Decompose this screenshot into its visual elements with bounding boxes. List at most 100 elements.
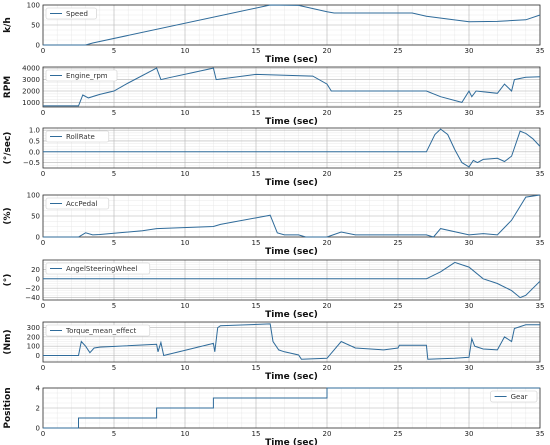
x-tick-label: 30 <box>465 47 474 55</box>
x-tick-label: 25 <box>394 47 403 55</box>
legend-label: Gear <box>511 393 528 401</box>
series-line-Speed <box>43 4 541 46</box>
y-tick-label: 300 <box>27 324 40 332</box>
plot-frame <box>42 66 541 108</box>
y-tick-label: 20 <box>31 266 40 274</box>
legend-box <box>490 390 538 403</box>
x-tick-label: 0 <box>41 170 45 178</box>
panel-2: 0 5 10 15 20 25 30 35 −0.5 0.0 0.5 1.0 Time (sec) (°/… <box>3 127 544 188</box>
x-tick-label: 20 <box>323 302 332 310</box>
x-tick-label: 5 <box>112 109 116 117</box>
y-tick-label: 4000 <box>22 65 40 73</box>
x-axis-label: Time (sec) <box>265 438 318 445</box>
x-axis-label: Time (sec) <box>265 117 318 127</box>
y-tick-label: 3000 <box>22 76 40 84</box>
legend-label: AngelSteeringWheel <box>66 265 137 273</box>
y-tick-label: 2000 <box>22 88 40 96</box>
x-tick-label: 35 <box>536 239 545 247</box>
y-tick-label: 100 <box>27 343 40 351</box>
legend-label: AccPedal <box>66 200 97 208</box>
x-tick-label: 35 <box>536 302 545 310</box>
x-tick-label: 35 <box>536 47 545 55</box>
x-tick-label: 35 <box>536 364 545 372</box>
x-tick-label: 20 <box>323 47 332 55</box>
y-tick-label: 200 <box>27 333 40 341</box>
panel-0: 0 5 10 15 20 25 30 35 0 50 100 Time (sec) k/h Speed <box>3 2 544 66</box>
x-tick-label: 25 <box>394 364 403 372</box>
x-tick-label: 10 <box>181 430 190 438</box>
y-tick-label: 0 <box>36 425 40 433</box>
legend-label: Speed <box>66 10 88 18</box>
x-tick-label: 10 <box>181 170 190 178</box>
y-axis-label: RPM <box>3 76 13 99</box>
x-tick-label: 15 <box>252 170 261 178</box>
y-tick-label: 4 <box>36 385 41 393</box>
y-tick-label: −40 <box>25 294 40 302</box>
panel-6: 0 5 10 15 20 25 30 35 0 2 4 Time (sec) Position Gear <box>3 385 544 445</box>
x-tick-label: 5 <box>112 364 116 372</box>
y-axis-label: (°/sec) <box>3 132 13 165</box>
legend-box <box>45 69 118 82</box>
x-tick-label: 10 <box>181 239 190 247</box>
x-axis-label: Time (sec) <box>265 310 318 320</box>
plot-frame <box>42 387 541 429</box>
y-tick-label: 50 <box>31 22 40 30</box>
x-tick-label: 20 <box>323 170 332 178</box>
x-axis-label: Time (sec) <box>265 372 318 382</box>
y-tick-label: −0.5 <box>23 159 40 167</box>
x-tick-label: 5 <box>112 302 116 310</box>
x-tick-label: 5 <box>112 170 116 178</box>
x-tick-label: 25 <box>394 109 403 117</box>
x-tick-label: 15 <box>252 430 261 438</box>
x-tick-label: 5 <box>112 239 116 247</box>
plot-frame <box>42 321 541 363</box>
series-line-AngelSteeringWheel <box>43 261 541 299</box>
x-tick-label: 15 <box>252 302 261 310</box>
y-tick-label: 1000 <box>22 99 40 107</box>
x-tick-label: 25 <box>394 170 403 178</box>
x-tick-label: 0 <box>41 364 45 372</box>
legend-label: RollRate <box>66 133 95 141</box>
series-line-Torque_mean_effect <box>43 323 540 360</box>
series-line-Gear <box>43 387 540 429</box>
x-tick-label: 30 <box>465 109 474 117</box>
x-tick-label: 10 <box>181 302 190 310</box>
y-tick-label: 50 <box>31 213 40 221</box>
y-tick-label: 2 <box>36 405 40 413</box>
x-axis-label: Time (sec) <box>265 247 318 257</box>
y-axis-label: (Nm) <box>3 329 13 354</box>
y-tick-label: −20 <box>25 285 40 293</box>
x-tick-label: 10 <box>181 109 190 117</box>
x-tick-label: 0 <box>41 47 45 55</box>
x-tick-label: 0 <box>41 302 45 310</box>
x-tick-label: 5 <box>112 430 116 438</box>
y-tick-label: 0.5 <box>29 137 40 145</box>
x-tick-label: 15 <box>252 47 261 55</box>
x-tick-label: 15 <box>252 109 261 117</box>
series-line-RollRate <box>43 128 541 168</box>
y-tick-label: 100 <box>27 192 40 200</box>
series-line-AccPedal <box>43 194 541 238</box>
x-tick-label: 10 <box>181 47 190 55</box>
legend-box <box>45 324 151 337</box>
x-tick-label: 30 <box>465 302 474 310</box>
x-tick-label: 25 <box>394 302 403 310</box>
x-tick-label: 20 <box>323 364 332 372</box>
y-tick-label: 0.0 <box>29 148 40 156</box>
legend-label: Torque_mean_effect <box>65 327 136 335</box>
x-axis-label: Time (sec) <box>265 178 318 188</box>
x-tick-label: 25 <box>394 239 403 247</box>
x-tick-label: 0 <box>41 109 45 117</box>
x-tick-label: 15 <box>252 239 261 247</box>
x-tick-label: 30 <box>465 364 474 372</box>
y-tick-label: 0 <box>36 42 40 50</box>
x-tick-label: 35 <box>536 430 545 438</box>
x-tick-label: 35 <box>536 170 545 178</box>
plot-frame <box>42 127 541 169</box>
y-tick-label: 100 <box>27 2 40 10</box>
x-tick-label: 35 <box>536 109 545 117</box>
